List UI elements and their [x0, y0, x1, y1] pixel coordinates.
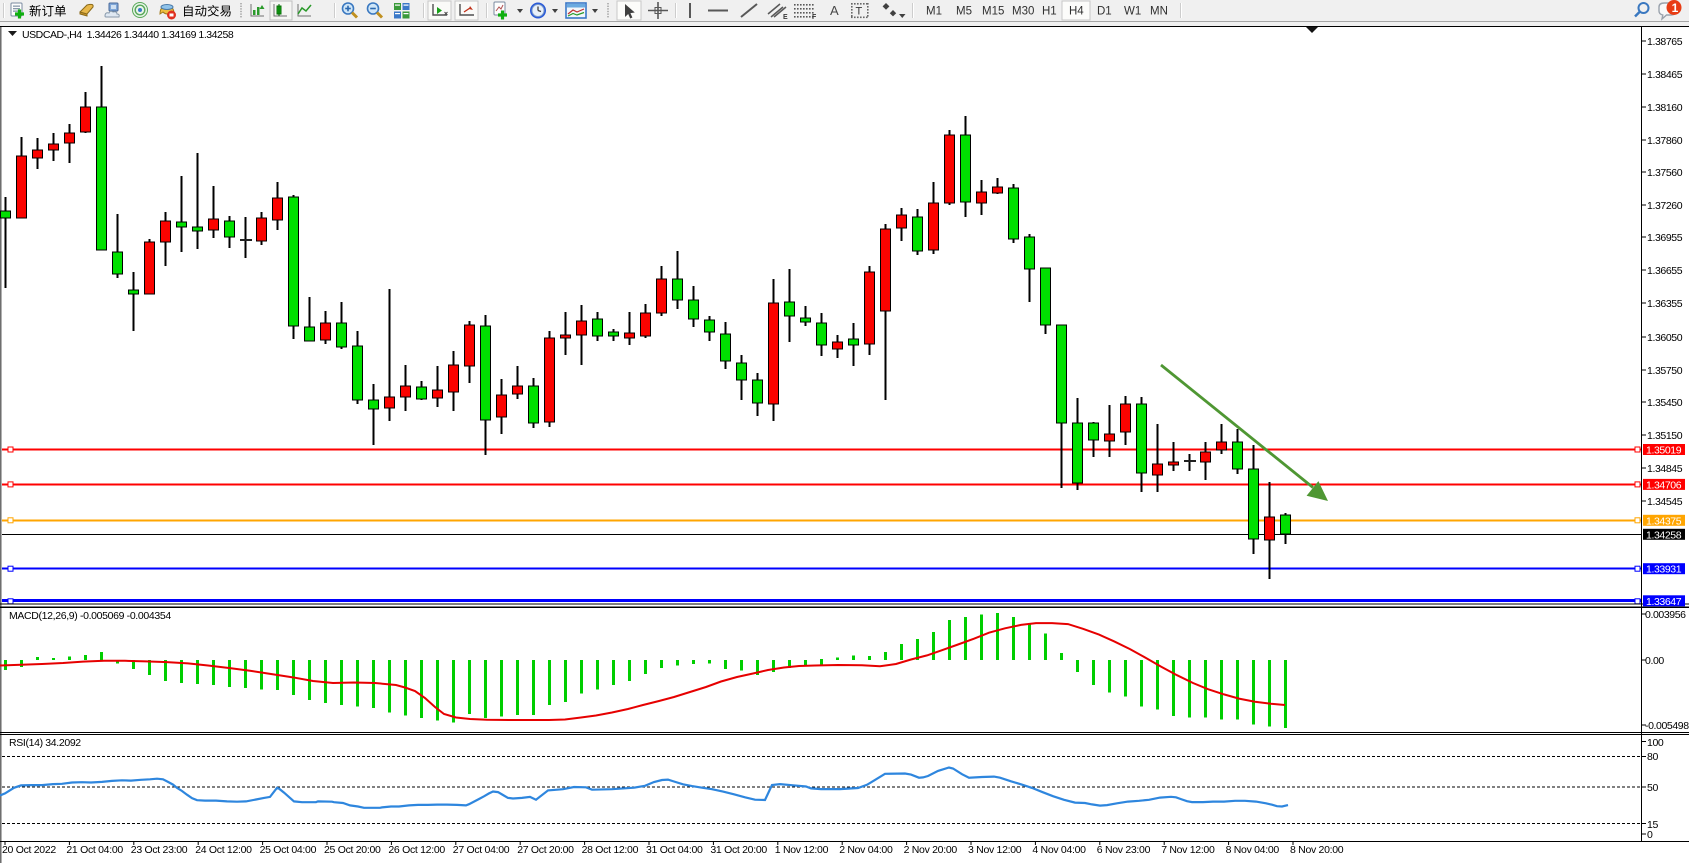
- svg-text:1: 1: [1672, 1, 1679, 15]
- svg-text:2 Nov 20:00: 2 Nov 20:00: [904, 844, 958, 856]
- svg-text:31 Oct 04:00: 31 Oct 04:00: [646, 844, 703, 856]
- svg-text:M5: M5: [956, 6, 972, 18]
- svg-text:1.38765: 1.38765: [1647, 36, 1683, 48]
- svg-text:MACD(12,26,9) -0.005069 -0.004: MACD(12,26,9) -0.005069 -0.004354: [9, 610, 171, 622]
- svg-text:23 Oct 23:00: 23 Oct 23:00: [131, 844, 188, 856]
- svg-text:RSI(14) 34.2092: RSI(14) 34.2092: [9, 737, 81, 749]
- svg-text:1.36050: 1.36050: [1647, 332, 1683, 344]
- svg-text:M30: M30: [1012, 6, 1034, 18]
- svg-text:1.34706: 1.34706: [1646, 479, 1682, 491]
- svg-text:26 Oct 12:00: 26 Oct 12:00: [388, 844, 445, 856]
- svg-text:1 Nov 12:00: 1 Nov 12:00: [775, 844, 829, 856]
- svg-text:8 Nov 20:00: 8 Nov 20:00: [1290, 844, 1344, 856]
- svg-text:1.33931: 1.33931: [1646, 564, 1682, 576]
- svg-text:25 Oct 20:00: 25 Oct 20:00: [324, 844, 381, 856]
- svg-text:27 Oct 20:00: 27 Oct 20:00: [517, 844, 574, 856]
- svg-text:7 Nov 12:00: 7 Nov 12:00: [1161, 844, 1215, 856]
- svg-text:1.38465: 1.38465: [1647, 69, 1683, 81]
- svg-text:1.37560: 1.37560: [1647, 167, 1683, 179]
- svg-text:28 Oct 12:00: 28 Oct 12:00: [582, 844, 639, 856]
- svg-text:27 Oct 04:00: 27 Oct 04:00: [453, 844, 510, 856]
- svg-text:3 Nov 12:00: 3 Nov 12:00: [968, 844, 1022, 856]
- svg-text:D1: D1: [1097, 6, 1112, 18]
- svg-text:6 Nov 23:00: 6 Nov 23:00: [1097, 844, 1151, 856]
- svg-text:1.35750: 1.35750: [1647, 365, 1683, 377]
- svg-text:USDCAD-,H4 1.34426 1.34440 1.: USDCAD-,H4 1.34426 1.34440 1.34169 1.342…: [22, 29, 234, 41]
- svg-text:8 Nov 04:00: 8 Nov 04:00: [1226, 844, 1280, 856]
- svg-text:1.37260: 1.37260: [1647, 200, 1683, 212]
- svg-text:1.37860: 1.37860: [1647, 135, 1683, 147]
- svg-text:A: A: [830, 3, 839, 18]
- svg-text:W1: W1: [1124, 6, 1141, 18]
- svg-text:1.36355: 1.36355: [1647, 298, 1683, 310]
- svg-text:31 Oct 20:00: 31 Oct 20:00: [710, 844, 767, 856]
- svg-text:1.35150: 1.35150: [1647, 430, 1683, 442]
- svg-text:0: 0: [1647, 829, 1653, 841]
- svg-text:M1: M1: [926, 6, 942, 18]
- svg-text:H1: H1: [1042, 6, 1057, 18]
- svg-text:0.003956: 0.003956: [1645, 609, 1686, 621]
- svg-text:2 Nov 04:00: 2 Nov 04:00: [839, 844, 893, 856]
- svg-text:24 Oct 12:00: 24 Oct 12:00: [195, 844, 252, 856]
- svg-text:T: T: [856, 6, 863, 18]
- svg-text:-0.005498: -0.005498: [1645, 720, 1689, 732]
- svg-text:0.00: 0.00: [1645, 655, 1664, 667]
- svg-text:100: 100: [1647, 737, 1664, 749]
- svg-text:F: F: [812, 14, 817, 21]
- svg-text:MN: MN: [1150, 6, 1168, 18]
- svg-text:1.33647: 1.33647: [1646, 596, 1682, 608]
- svg-text:1.34545: 1.34545: [1647, 496, 1683, 508]
- svg-text:1.35450: 1.35450: [1647, 397, 1683, 409]
- svg-text:1.34258: 1.34258: [1646, 529, 1682, 541]
- svg-text:21 Oct 04:00: 21 Oct 04:00: [66, 844, 123, 856]
- svg-text:1.36655: 1.36655: [1647, 265, 1683, 277]
- svg-text:1.34375: 1.34375: [1646, 515, 1682, 527]
- svg-text:50: 50: [1647, 782, 1658, 794]
- svg-text:1.35019: 1.35019: [1646, 445, 1682, 457]
- svg-text:E: E: [783, 14, 788, 21]
- svg-text:4 Nov 04:00: 4 Nov 04:00: [1032, 844, 1086, 856]
- svg-text:H4: H4: [1069, 6, 1084, 18]
- svg-text:25 Oct 04:00: 25 Oct 04:00: [260, 844, 317, 856]
- svg-text:15: 15: [1647, 819, 1658, 831]
- svg-text:80: 80: [1647, 751, 1658, 763]
- svg-text:1.38160: 1.38160: [1647, 102, 1683, 114]
- svg-text:20 Oct 2022: 20 Oct 2022: [2, 844, 56, 856]
- svg-text:M15: M15: [982, 6, 1004, 18]
- svg-text:1.34845: 1.34845: [1647, 463, 1683, 475]
- svg-text:1.36955: 1.36955: [1647, 232, 1683, 244]
